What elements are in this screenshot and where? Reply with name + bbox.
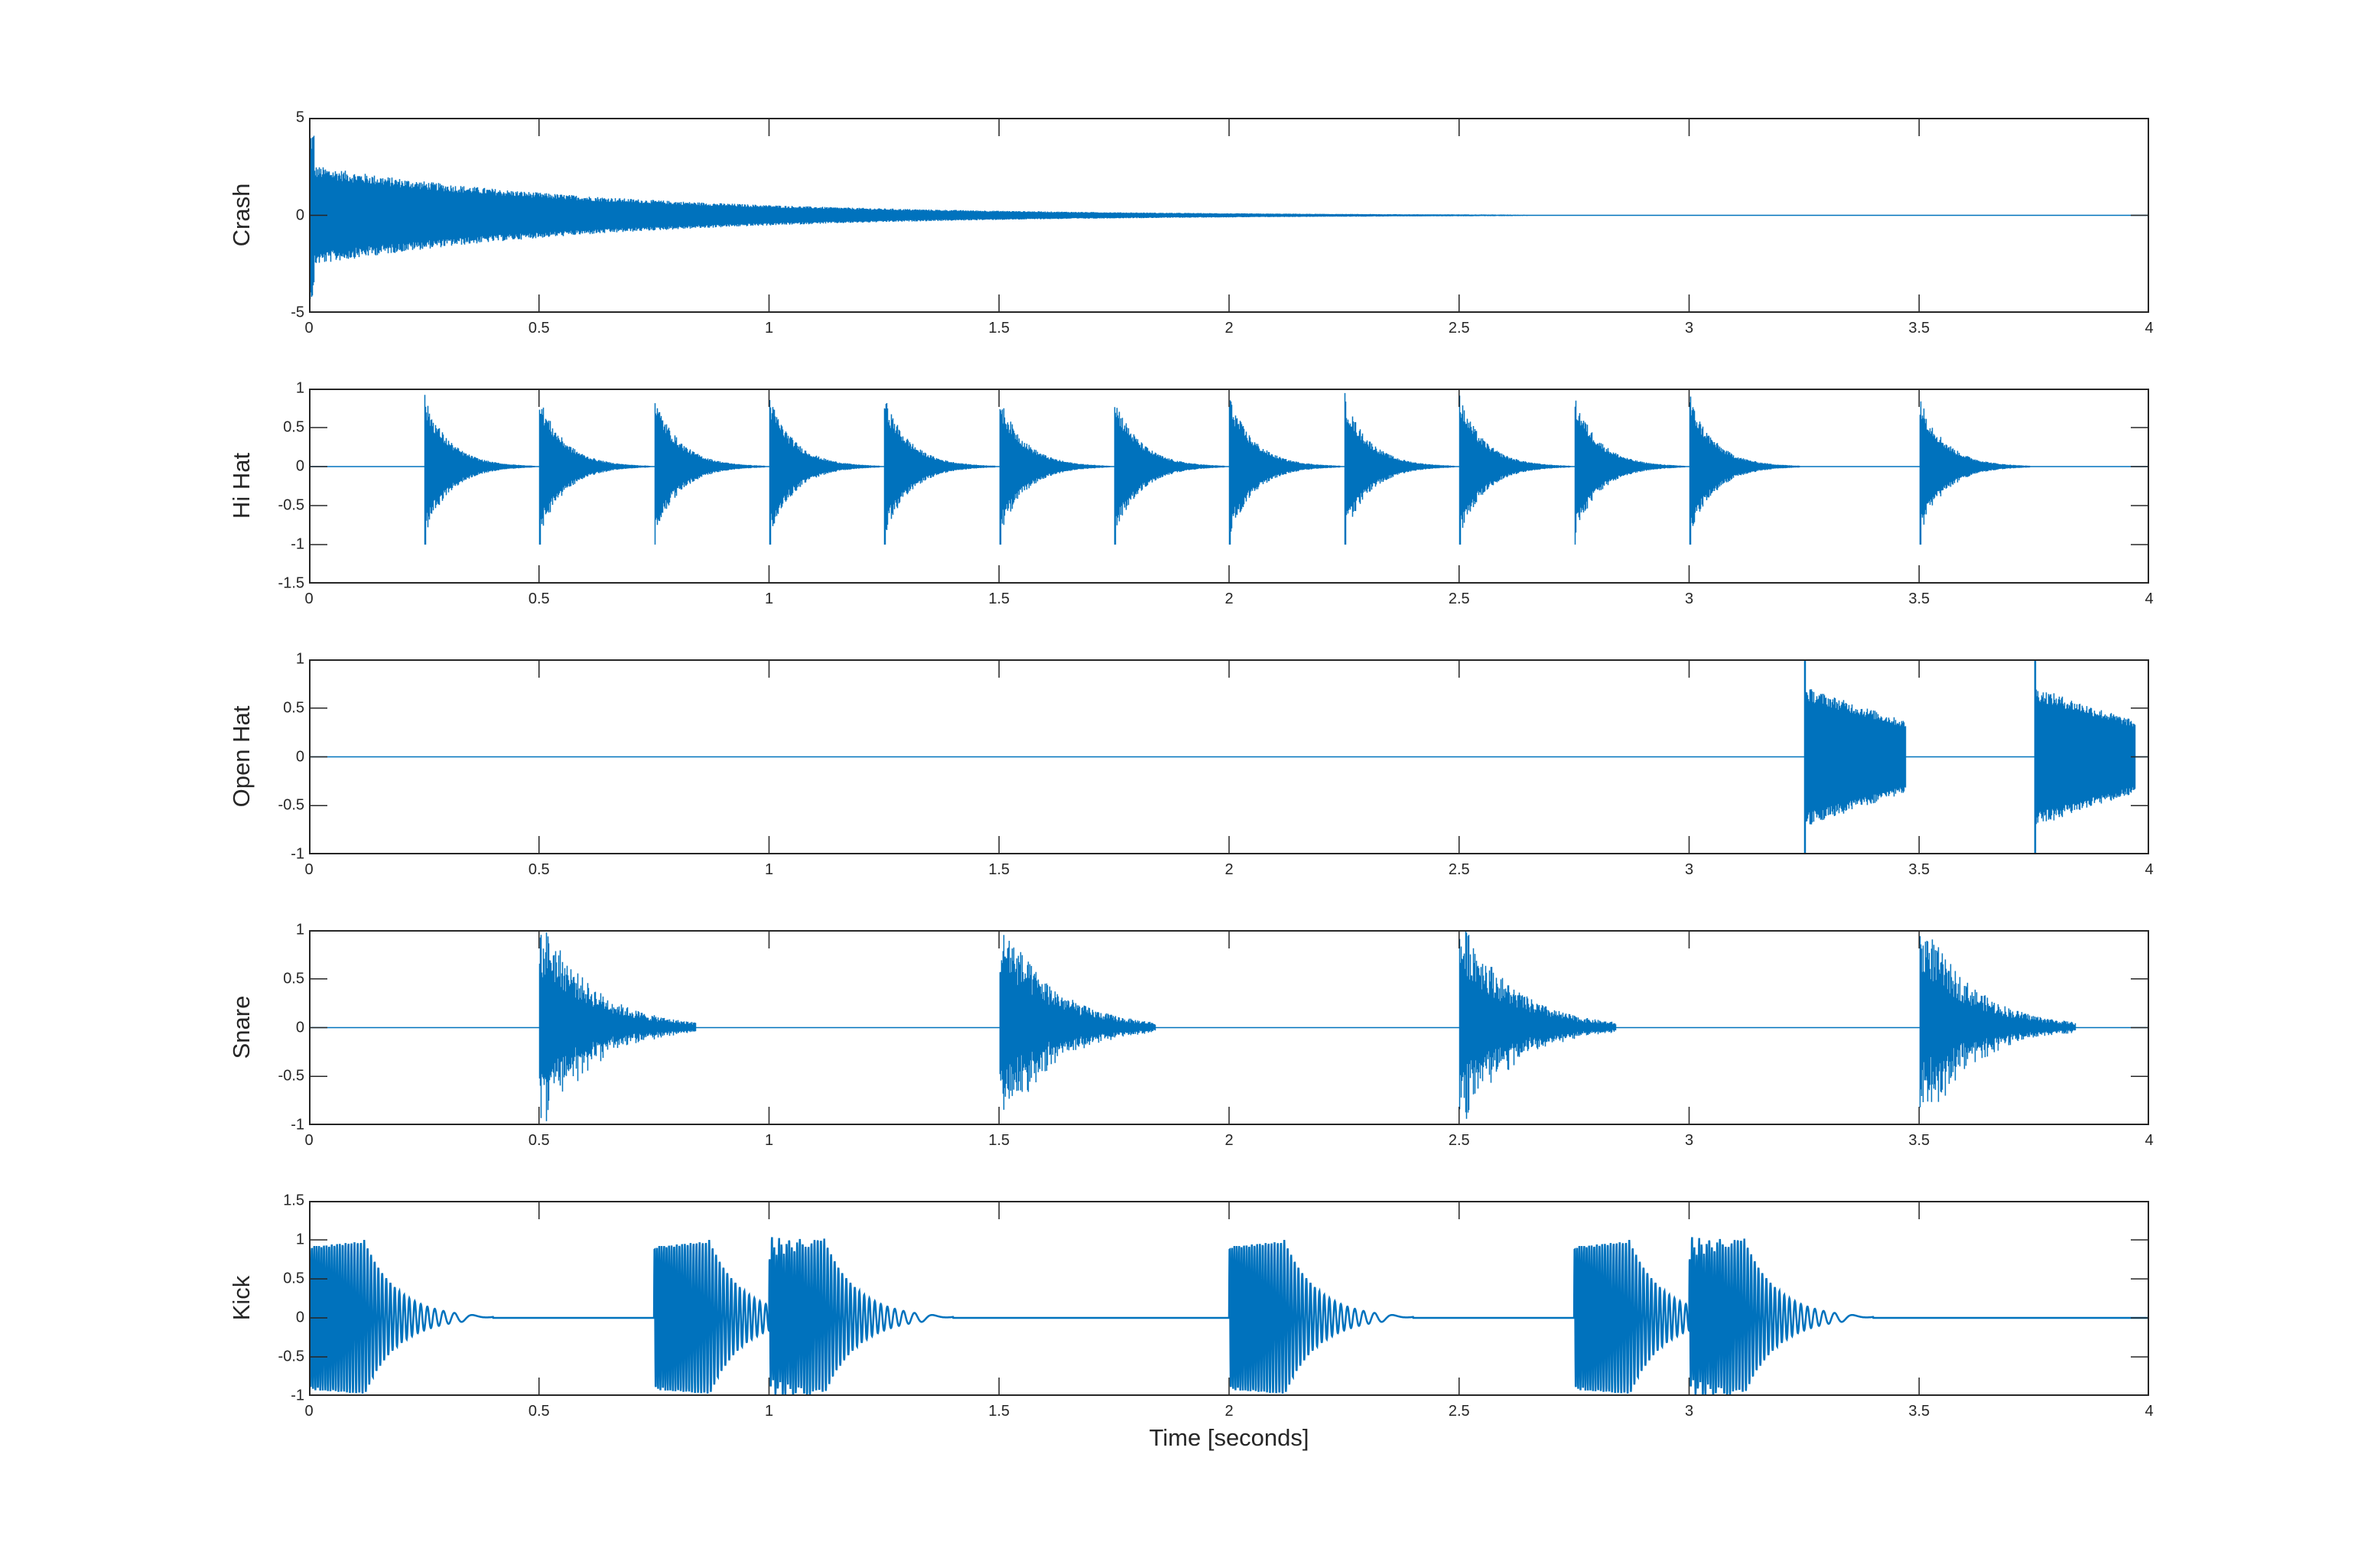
x-tick-label: 2: [1224, 861, 1234, 878]
x-tick-label: 0.5: [528, 1403, 550, 1420]
x-tick-label: 0: [304, 861, 314, 878]
x-tick-label: 2.5: [1448, 861, 1470, 878]
y-tick-label: 1: [295, 650, 304, 668]
x-tick-label: 2.5: [1448, 590, 1470, 607]
y-tick-label: 0: [295, 748, 304, 765]
x-tick-label: 2: [1224, 320, 1234, 337]
x-tick-label: 1: [764, 1132, 774, 1149]
x-tick-label: 2: [1224, 1132, 1234, 1149]
y-tick-label: 0: [295, 207, 304, 223]
x-tick-label: 1: [764, 1403, 774, 1420]
x-tick-label: 0.5: [528, 590, 550, 607]
y-tick-label: 1: [295, 379, 304, 397]
axes-box: [309, 930, 2149, 1125]
y-tick-label: -0.5: [278, 1067, 304, 1085]
x-tick-label: 4: [2145, 320, 2154, 337]
x-tick-label: 3: [1684, 861, 1694, 878]
x-tick-label: 3.5: [1908, 1132, 1930, 1149]
y-tick-label: 0.5: [283, 1270, 304, 1287]
x-tick-label: 2.5: [1448, 1132, 1470, 1149]
x-tick-label: 1.5: [988, 1132, 1010, 1149]
y-tick-label: -1: [291, 535, 304, 553]
x-tick-label: 3.5: [1908, 320, 1930, 337]
x-tick-label: 2.5: [1448, 320, 1470, 337]
x-tick-label: 4: [2145, 1132, 2154, 1149]
x-tick-label: 1: [764, 320, 774, 337]
x-tick-label: 1.5: [988, 590, 1010, 607]
x-tick-label: 1.5: [988, 320, 1010, 337]
x-tick-label: 4: [2145, 590, 2154, 607]
x-tick-label: 0.5: [528, 1132, 550, 1149]
x-tick-label: 0.5: [528, 320, 550, 337]
y-tick-label: -1.5: [278, 574, 304, 592]
y-tick-label: -0.5: [278, 496, 304, 514]
x-tick-label: 4: [2145, 861, 2154, 878]
x-tick-label: 0: [304, 1403, 314, 1420]
x-tick-label: 0: [304, 590, 314, 607]
hihat-axes: Hi Hat 1 0.5 0 -0.5 -1 -1.5 0 0.5 1 1.5 2 2.5 3 3.5 4: [228, 379, 2154, 608]
y-tick-label: 0: [295, 1019, 304, 1036]
y-tick-label: 1.5: [283, 1192, 304, 1209]
x-tick-label: 2.5: [1448, 1403, 1470, 1420]
y-tick-label: 0.5: [283, 699, 304, 717]
snare-axes: Snare 1 0.5 0 -0.5 -1 0 0.5 1 1.5 2 2.5 3 3.5 4: [228, 921, 2154, 1150]
x-tick-label: 3: [1684, 590, 1694, 607]
y-tick-label: 0: [295, 1309, 304, 1326]
x-tick-label: 3: [1684, 1403, 1694, 1420]
x-tick-label: 1.5: [988, 1403, 1010, 1420]
x-tick-label: 3: [1684, 320, 1694, 337]
kick-axes: Kick 1.5 1 0.5 0 -0.5 -1 0 0.5 1 1.5 2 2.5 3 3.5 4: [228, 1192, 2154, 1420]
y-tick-label: 5: [295, 109, 304, 126]
y-tick-label: 0: [295, 457, 304, 475]
crash-axes: Crash 5 0 -5 0 0.5 1 1.5 2 2.5 3 3.5 4: [228, 109, 2154, 337]
kick-waveform: [309, 1201, 2149, 1396]
crash-waveform: [309, 118, 2149, 313]
axes-box: [309, 389, 2149, 584]
x-tick-label: 0: [304, 1132, 314, 1149]
snare-waveform: [309, 930, 2149, 1125]
y-tick-label: -0.5: [278, 1348, 304, 1365]
x-tick-label: 3.5: [1908, 861, 1930, 878]
y-tick-label: 0.5: [283, 970, 304, 987]
x-tick-label: 0.5: [528, 861, 550, 878]
y-tick-label: -1: [291, 1116, 304, 1134]
x-tick-label: 1: [764, 590, 774, 607]
axes-box: [309, 118, 2149, 313]
x-tick-label: 0: [304, 320, 314, 337]
y-tick-label: 0.5: [283, 418, 304, 436]
x-tick-label: 3.5: [1908, 1403, 1930, 1420]
x-axis-label: Time [seconds]: [1149, 1424, 1309, 1451]
y-tick-label: -1: [291, 1387, 304, 1404]
x-tick-label: 1: [764, 861, 774, 878]
axes-box: [309, 659, 2149, 854]
y-tick-label: 1: [295, 921, 304, 939]
x-tick-label: 3: [1684, 1132, 1694, 1149]
x-tick-label: 1.5: [988, 861, 1010, 878]
y-tick-label: -5: [291, 304, 304, 321]
y-tick-label: 1: [295, 1231, 304, 1248]
y-tick-label: -0.5: [278, 796, 304, 814]
axes-box: [309, 1201, 2149, 1396]
x-tick-label: 4: [2145, 1403, 2154, 1420]
openhat-axes: Open Hat 1 0.5 0 -0.5 -1 0 0.5 1 1.5 2 2.5 3 3.5 4: [228, 650, 2154, 879]
x-tick-label: 2: [1224, 1403, 1234, 1420]
x-tick-label: 2: [1224, 590, 1234, 607]
y-tick-label: -1: [291, 845, 304, 863]
x-tick-label: 3.5: [1908, 590, 1930, 607]
